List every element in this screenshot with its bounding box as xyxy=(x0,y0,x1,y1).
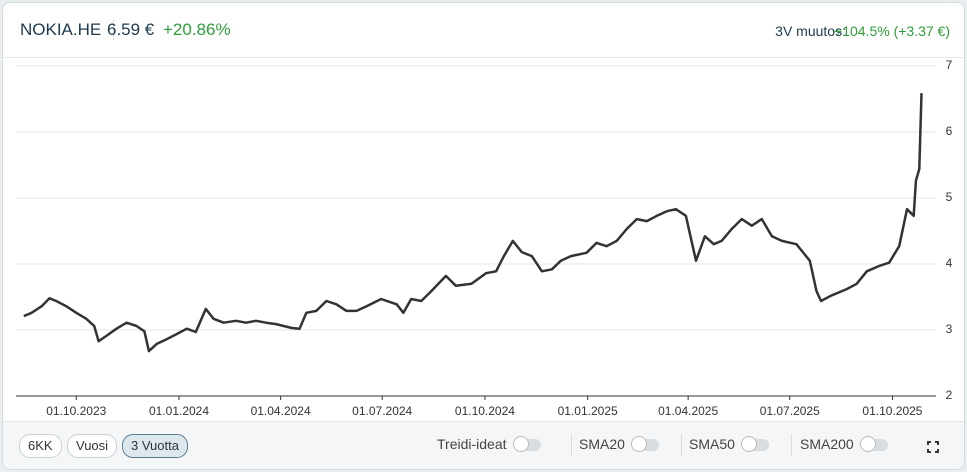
period-label: 3V muutos: xyxy=(775,23,846,39)
period-change: +104.5% (+3.37 €) xyxy=(834,23,950,39)
y-tick-label: 6 xyxy=(946,124,953,138)
range-button[interactable]: 6KK xyxy=(19,434,62,458)
switch[interactable] xyxy=(859,436,888,453)
toggle-label: SMA200 xyxy=(800,436,854,452)
toggle-label: SMA50 xyxy=(689,436,735,452)
toggle-label: SMA20 xyxy=(579,436,625,452)
y-tick-label: 7 xyxy=(946,58,953,72)
switch[interactable] xyxy=(630,436,659,453)
x-tick-label: 01.10.2025 xyxy=(862,404,922,418)
toolbar: 6KK Vuosi 3 Vuotta Treidi-ideat SMA20 SM… xyxy=(3,421,964,469)
separator xyxy=(571,434,572,456)
toggle[interactable]: SMA200 xyxy=(800,436,888,453)
toggle[interactable]: Treidi-ideat xyxy=(437,436,541,453)
separator xyxy=(681,434,682,456)
chart: 2 3 4 5 6 7 01.10.2023 01.01.2024 01.04.2024 01.0… xyxy=(16,58,953,418)
x-tick-label: 01.01.2024 xyxy=(149,404,209,418)
separator xyxy=(791,434,792,456)
switch[interactable] xyxy=(512,436,541,453)
y-tick-label: 2 xyxy=(946,388,953,402)
price: 6.59 € xyxy=(107,20,155,39)
change: +20.86% xyxy=(163,20,231,39)
y-tick-label: 5 xyxy=(946,190,953,204)
symbol: NOKIA.HE xyxy=(20,20,115,40)
toggle[interactable]: SMA50 xyxy=(689,436,769,453)
price-line xyxy=(23,93,923,353)
x-tick-label: 01.07.2025 xyxy=(760,404,820,418)
fullscreen-icon[interactable] xyxy=(927,441,939,453)
toggle[interactable]: SMA20 xyxy=(579,436,659,453)
y-tick-label: 3 xyxy=(946,322,953,336)
x-tick-label: 01.10.2023 xyxy=(46,404,106,418)
x-tick-label: 01.04.2025 xyxy=(658,404,718,418)
x-tick-label: 01.07.2024 xyxy=(352,404,412,418)
range-button[interactable]: Vuosi xyxy=(67,434,118,458)
x-tick-label: 01.01.2025 xyxy=(558,404,618,418)
switch[interactable] xyxy=(740,436,769,453)
y-tick-label: 4 xyxy=(946,256,953,270)
x-tick-label: 01.10.2024 xyxy=(455,404,515,418)
header: NOKIA.HE 6.59 € +20.86% 3V muutos: +104.… xyxy=(3,3,964,58)
toggle-label: Treidi-ideat xyxy=(437,436,507,452)
x-tick-label: 01.04.2024 xyxy=(251,404,311,418)
range-button[interactable]: 3 Vuotta xyxy=(122,434,188,458)
